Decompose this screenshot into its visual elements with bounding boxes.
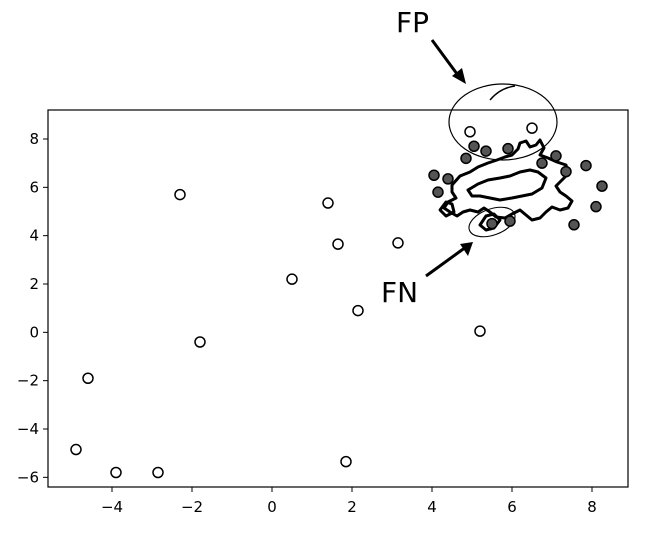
fn-ellipse bbox=[468, 206, 516, 238]
filled-point bbox=[486, 217, 498, 230]
filled-points bbox=[428, 140, 608, 231]
x-tick-label: 0 bbox=[267, 498, 277, 516]
fp-arrow-line bbox=[430, 39, 462, 79]
open-point bbox=[82, 372, 94, 384]
open-point bbox=[392, 237, 404, 249]
filled-point bbox=[536, 157, 548, 169]
filled-point bbox=[568, 219, 580, 231]
decision-contour-inner bbox=[466, 168, 548, 202]
y-tick-label: 2 bbox=[29, 275, 39, 293]
open-point bbox=[526, 122, 538, 134]
y-tick-label: 8 bbox=[29, 130, 39, 148]
open-point bbox=[286, 273, 298, 285]
filled-point bbox=[432, 186, 444, 198]
open-point bbox=[474, 325, 486, 337]
y-tick-label: 4 bbox=[29, 227, 39, 245]
filled-point bbox=[550, 150, 562, 162]
fp-label: FP bbox=[396, 6, 429, 39]
open-point bbox=[352, 304, 364, 317]
y-tick-label: −2 bbox=[17, 372, 39, 390]
filled-point bbox=[596, 180, 608, 192]
fp-arrow-head bbox=[452, 68, 466, 84]
decision-contour bbox=[442, 138, 574, 222]
filled-point bbox=[428, 169, 440, 181]
x-tick-label: 4 bbox=[427, 498, 437, 516]
decision-contour-left-lobe bbox=[438, 200, 456, 218]
open-point bbox=[194, 336, 206, 348]
decision-contour-fn-lobe bbox=[478, 212, 502, 232]
y-axis: −6 −4 −2 0 2 4 6 8 bbox=[17, 130, 48, 486]
x-tick-label: −4 bbox=[101, 498, 123, 516]
filled-point bbox=[480, 145, 492, 157]
fp-ellipse bbox=[448, 83, 558, 161]
filled-point bbox=[560, 165, 572, 178]
filled-point bbox=[502, 142, 514, 155]
x-tick-label: 6 bbox=[507, 498, 517, 516]
x-tick-label: 2 bbox=[347, 498, 357, 516]
y-tick-label: −4 bbox=[17, 420, 39, 438]
open-point bbox=[70, 443, 82, 456]
open-point bbox=[152, 466, 164, 479]
y-tick-label: 0 bbox=[29, 323, 39, 341]
filled-point bbox=[468, 140, 480, 152]
fn-arrow-head bbox=[460, 242, 473, 256]
open-point bbox=[464, 126, 476, 138]
open-point bbox=[110, 466, 122, 479]
y-tick-label: −6 bbox=[17, 468, 39, 486]
fp-ellipse-stroke bbox=[489, 85, 516, 101]
open-point bbox=[322, 197, 334, 209]
x-axis: −4 −2 0 2 4 6 8 bbox=[101, 487, 597, 516]
open-point bbox=[332, 238, 344, 250]
x-tick-label: −2 bbox=[181, 498, 203, 516]
filled-point bbox=[590, 200, 602, 213]
x-tick-label: 8 bbox=[587, 498, 597, 516]
fn-arrow-line bbox=[425, 245, 467, 278]
open-points bbox=[70, 122, 538, 479]
y-tick-label: 6 bbox=[29, 178, 39, 196]
filled-point bbox=[460, 152, 472, 165]
axes-frame bbox=[47, 109, 629, 488]
filled-point bbox=[504, 215, 516, 227]
open-point bbox=[340, 455, 352, 468]
fn-label: FN bbox=[381, 276, 418, 309]
filled-point bbox=[580, 159, 592, 172]
plot-frame bbox=[47, 109, 629, 488]
open-point bbox=[174, 188, 186, 201]
filled-point bbox=[442, 173, 454, 185]
